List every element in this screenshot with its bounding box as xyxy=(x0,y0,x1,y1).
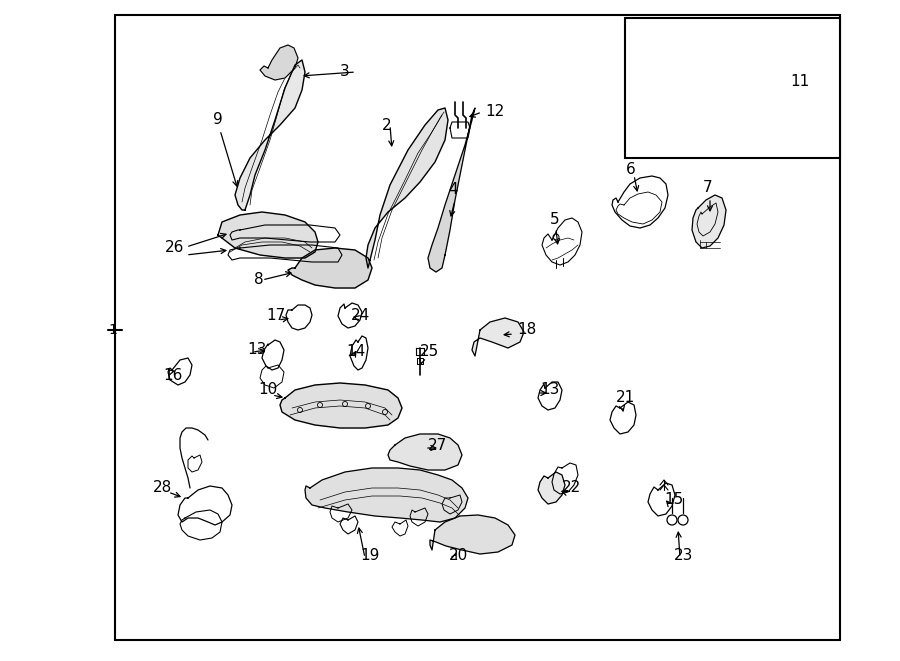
Text: 8: 8 xyxy=(254,272,264,288)
Polygon shape xyxy=(472,318,524,356)
Text: 20: 20 xyxy=(449,547,468,563)
Polygon shape xyxy=(305,468,468,522)
Polygon shape xyxy=(260,45,298,80)
Polygon shape xyxy=(692,195,726,248)
Polygon shape xyxy=(288,248,372,288)
Polygon shape xyxy=(218,212,318,258)
Text: 6: 6 xyxy=(626,163,635,178)
Text: 13: 13 xyxy=(540,383,560,397)
Polygon shape xyxy=(428,108,475,272)
Text: 12: 12 xyxy=(485,104,504,120)
Polygon shape xyxy=(280,383,402,428)
Text: 24: 24 xyxy=(351,307,370,323)
Polygon shape xyxy=(652,56,692,96)
Polygon shape xyxy=(696,56,728,100)
Text: 15: 15 xyxy=(664,492,683,508)
Polygon shape xyxy=(388,434,462,470)
Polygon shape xyxy=(235,60,305,210)
Text: 1-: 1- xyxy=(108,323,122,337)
Text: 26: 26 xyxy=(165,239,184,254)
Polygon shape xyxy=(538,472,565,504)
Text: 27: 27 xyxy=(428,438,447,453)
Bar xyxy=(625,18,840,158)
Text: 23: 23 xyxy=(674,547,693,563)
Polygon shape xyxy=(366,108,448,268)
Text: 7: 7 xyxy=(703,180,713,196)
Text: 21: 21 xyxy=(616,391,635,405)
Text: 5: 5 xyxy=(550,212,560,227)
Text: 10: 10 xyxy=(258,383,277,397)
Text: 13: 13 xyxy=(247,342,266,358)
Text: 11: 11 xyxy=(790,75,809,89)
Text: 25: 25 xyxy=(420,344,439,360)
Text: 19: 19 xyxy=(360,547,380,563)
Text: 18: 18 xyxy=(517,323,536,338)
Bar xyxy=(115,15,840,640)
Text: 28: 28 xyxy=(153,479,172,494)
Text: 3: 3 xyxy=(340,65,350,79)
Text: 9: 9 xyxy=(213,112,223,128)
Text: 14: 14 xyxy=(346,344,365,360)
Polygon shape xyxy=(430,515,515,554)
Text: 4: 4 xyxy=(448,182,457,198)
Text: 2: 2 xyxy=(382,118,392,132)
Text: 17: 17 xyxy=(266,307,285,323)
Text: 22: 22 xyxy=(562,479,581,494)
Text: 16: 16 xyxy=(163,368,183,383)
